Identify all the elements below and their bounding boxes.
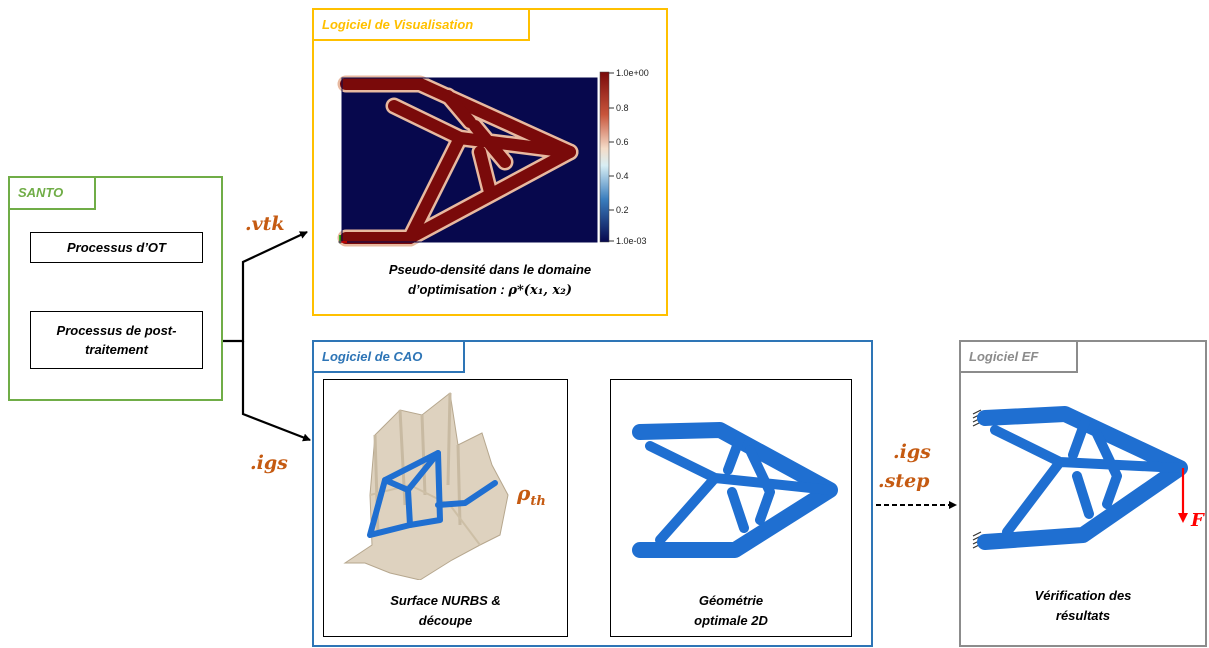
colorbar xyxy=(599,71,610,243)
nurbs-surface-figure xyxy=(343,392,509,580)
ot-process-label: Processus d’OT xyxy=(67,240,166,255)
density-formula: ρ*(x₁, x₂) xyxy=(508,283,573,298)
vtk-format-label: .vtk xyxy=(245,213,285,235)
nurbs-caption-line2: découpe xyxy=(418,613,473,628)
visualisation-caption: Pseudo-densité dans le domaine d’optimis… xyxy=(330,260,650,301)
fe-structure xyxy=(977,406,1188,550)
santo-title: SANTO xyxy=(8,176,96,210)
geometry-caption-line1: Géométrie xyxy=(698,593,764,608)
nurbs-caption: Surface NURBS & découpe xyxy=(323,591,568,631)
colorbar-min-label: 1.0e-03 xyxy=(616,236,647,246)
ef-caption-line1: Vérification des xyxy=(1034,588,1132,603)
nurbs-surface xyxy=(343,392,509,580)
colorbar-tick-0-6: 0.6 xyxy=(616,137,629,147)
visualisation-caption-line2: d’optimisation : ρ*(x₁, x₂) xyxy=(330,280,650,301)
threshold-symbol: ρ xyxy=(517,481,531,505)
colorbar-max-label: 1.0e+00 xyxy=(616,68,649,78)
santo-to-vtk-arrow xyxy=(203,231,308,343)
optimal-geometry-2d xyxy=(632,422,838,558)
ef-caption: Vérification des résultats xyxy=(959,586,1207,626)
ot-process-box: Processus d’OT xyxy=(30,232,203,263)
colorbar-tick-0-2: 0.2 xyxy=(616,205,629,215)
force-label: F xyxy=(1190,510,1205,531)
santo-to-igs-arrow xyxy=(241,341,311,442)
post-processing-label-line2: traitement xyxy=(85,342,148,357)
post-processing-label-line1: Processus de post- xyxy=(56,323,177,338)
colorbar-tick-0-4: 0.4 xyxy=(616,171,629,181)
axes-triad-icon xyxy=(338,235,347,244)
geometry-caption-line2: optimale 2D xyxy=(694,613,768,628)
threshold-subscript: th xyxy=(530,494,546,509)
threshold-label: ρth xyxy=(517,481,546,509)
pseudo-density-plot: 1.0e+00 0.8 0.6 0.4 0.2 1.0e-03 xyxy=(337,68,649,247)
igs-format-label-right: .igs xyxy=(893,441,931,463)
nurbs-caption-line1: Surface NURBS & xyxy=(390,593,501,608)
visualisation-caption-text: d’optimisation : xyxy=(407,282,509,297)
colorbar-tick-0-8: 0.8 xyxy=(616,103,629,113)
igs-format-label-left: .igs xyxy=(250,452,288,474)
density-structure xyxy=(337,75,579,247)
visualisation-title: Logiciel de Visualisation xyxy=(312,8,530,41)
step-format-label: .step xyxy=(878,470,930,492)
ef-title: Logiciel EF xyxy=(959,340,1078,373)
cao-title: Logiciel de CAO xyxy=(312,340,465,373)
geometry-caption: Géométrie optimale 2D xyxy=(610,591,852,631)
post-processing-box: Processus de post- traitement xyxy=(30,311,203,369)
visualisation-caption-line1: Pseudo-densité dans le domaine xyxy=(388,262,592,277)
threshold-cut-curve xyxy=(367,450,498,538)
optimal-geometry-figure xyxy=(632,422,838,558)
fixed-support-hatch-icon xyxy=(972,409,982,549)
ef-caption-line2: résultats xyxy=(1055,608,1111,623)
force-arrow-icon xyxy=(1178,468,1188,523)
fe-verification-figure: F xyxy=(972,406,1205,550)
